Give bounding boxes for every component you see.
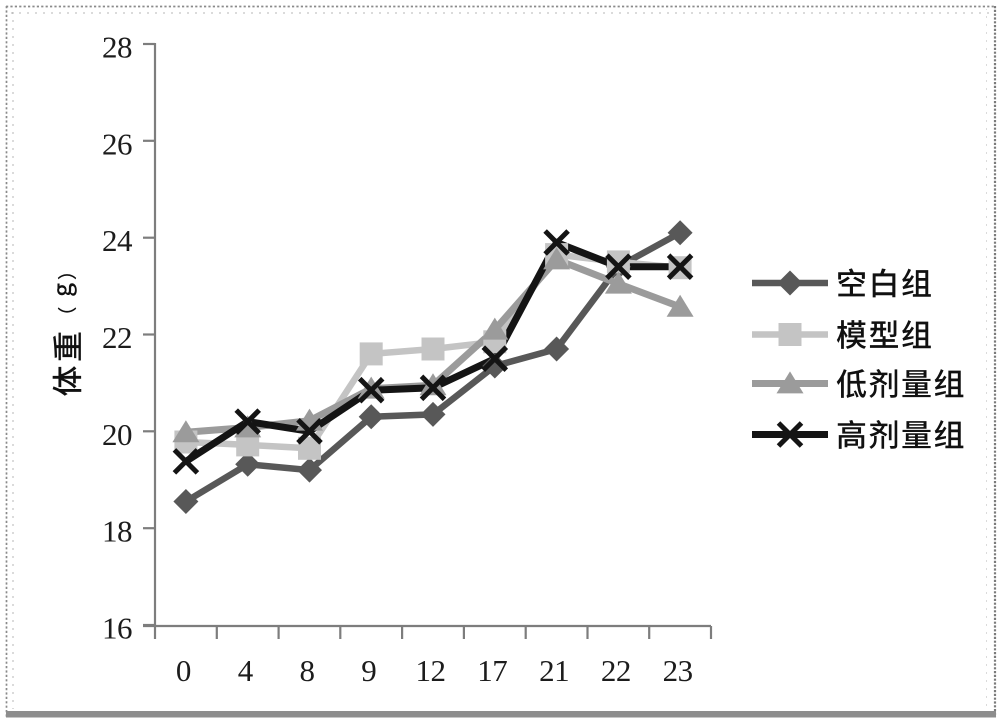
svg-text:23: 23: [663, 653, 693, 688]
svg-text:17: 17: [477, 653, 507, 688]
svg-text:18: 18: [102, 514, 132, 549]
svg-text:20: 20: [102, 417, 132, 452]
svg-text:24: 24: [102, 223, 133, 258]
svg-text:22: 22: [102, 320, 132, 355]
svg-text:0: 0: [176, 653, 191, 688]
svg-text:22: 22: [601, 653, 631, 688]
svg-text:12: 12: [416, 653, 446, 688]
svg-text:4: 4: [238, 653, 254, 688]
svg-text:9: 9: [361, 653, 376, 688]
svg-text:26: 26: [102, 126, 132, 161]
svg-text:16: 16: [102, 611, 132, 646]
svg-text:8: 8: [300, 653, 315, 688]
svg-text:21: 21: [539, 653, 569, 688]
svg-text:28: 28: [102, 30, 132, 65]
